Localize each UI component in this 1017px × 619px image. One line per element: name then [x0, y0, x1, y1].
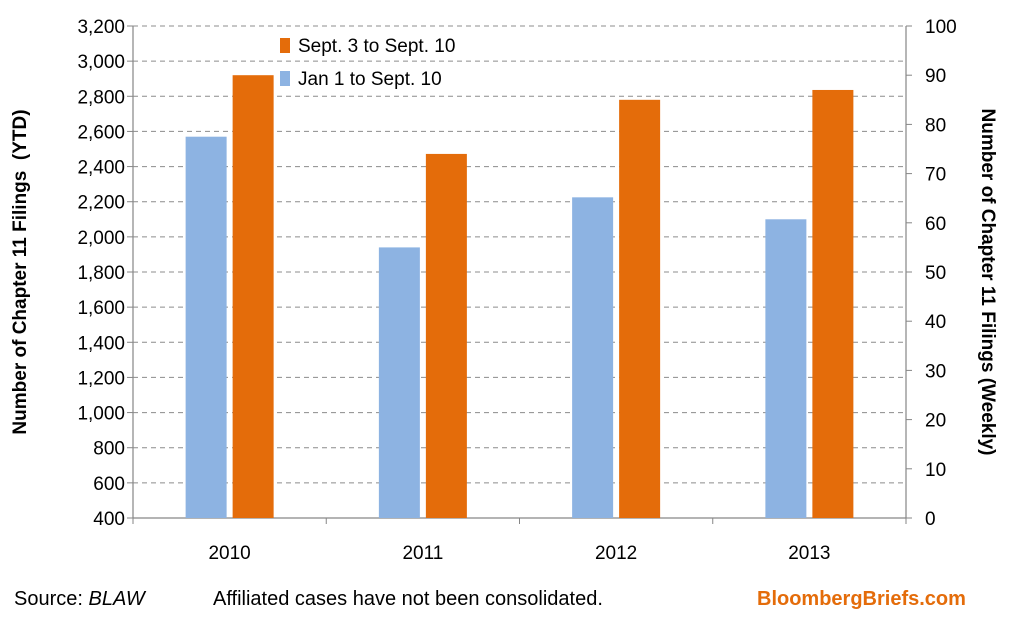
left-tick-label: 1,000 [77, 404, 125, 425]
y-axis-right-title: Number of Chapter 11 Filings (Weekly) [977, 108, 998, 455]
right-tick-label: 20 [925, 411, 946, 432]
x-tick-label: 2011 [402, 543, 443, 564]
left-tick-label: 1,200 [77, 368, 125, 389]
left-tick-label: 2,800 [77, 87, 125, 108]
bar-ytd [185, 136, 227, 518]
footnote: Affiliated cases have not been consolida… [213, 588, 603, 610]
bar-weekly [812, 89, 854, 519]
legend-label: Sept. 3 to Sept. 10 [298, 36, 455, 57]
left-tick-label: 2,600 [77, 122, 125, 143]
left-tick-label: 1,800 [77, 263, 125, 284]
x-tick-label: 2013 [788, 543, 830, 564]
bar-ytd [572, 197, 614, 519]
left-tick-label: 1,600 [77, 298, 125, 319]
x-tick-label: 2010 [208, 543, 250, 564]
chart: 4006008001,0001,2001,4001,6001,8002,0002… [10, 17, 998, 564]
legend-swatch [280, 38, 290, 53]
bar-weekly [425, 153, 467, 519]
bar-weekly [619, 99, 661, 519]
left-tick-label: 3,000 [77, 52, 125, 73]
right-tick-label: 30 [925, 361, 946, 382]
right-tick-label: 0 [925, 509, 936, 530]
left-tick-label: 2,400 [77, 158, 125, 179]
left-tick-label: 2,200 [77, 193, 125, 214]
left-tick-label: 2,000 [77, 228, 125, 249]
legend-label: Jan 1 to Sept. 10 [298, 69, 442, 90]
source-label: Source: [14, 588, 89, 610]
x-tick-label: 2012 [595, 543, 637, 564]
left-tick-label: 3,200 [77, 17, 125, 38]
right-tick-label: 10 [925, 460, 946, 481]
left-tick-label: 800 [93, 439, 125, 460]
right-tick-label: 70 [925, 165, 946, 186]
y-axis-left-title: Number of Chapter 11 Filings (YTD) [10, 109, 31, 434]
left-tick-label: 400 [93, 509, 125, 530]
bar-ytd [765, 219, 807, 519]
right-tick-label: 80 [925, 115, 946, 136]
bar-ytd [378, 247, 420, 518]
right-tick-label: 40 [925, 312, 946, 333]
right-tick-label: 90 [925, 66, 946, 87]
right-tick-label: 100 [925, 17, 957, 38]
left-tick-label: 1,400 [77, 333, 125, 354]
bar-weekly [232, 75, 274, 518]
legend-swatch [280, 71, 290, 86]
source-note: Source: BLAW [14, 588, 145, 611]
brand-link[interactable]: BloombergBriefs.com [757, 588, 966, 610]
left-tick-label: 600 [93, 474, 125, 495]
right-tick-label: 50 [925, 263, 946, 284]
source-name: BLAW [88, 588, 145, 610]
right-tick-label: 60 [925, 214, 946, 235]
